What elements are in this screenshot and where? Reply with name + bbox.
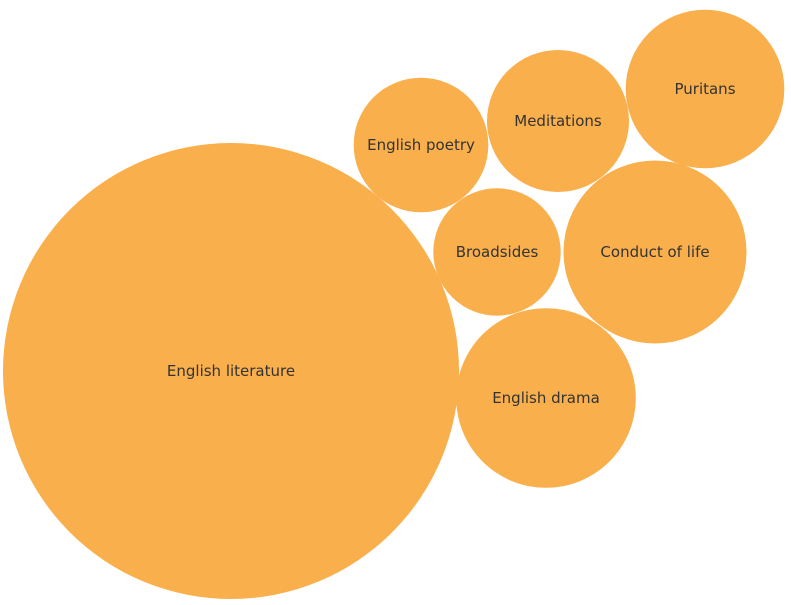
bubble-label-broadsides: Broadsides bbox=[456, 243, 539, 261]
bubble-label-puritans: Puritans bbox=[674, 80, 735, 98]
bubble-english-literature[interactable] bbox=[3, 143, 459, 599]
bubble-label-english-drama: English drama bbox=[492, 389, 600, 407]
bubble-english-drama[interactable] bbox=[456, 308, 636, 488]
bubble-english-poetry[interactable] bbox=[353, 77, 489, 213]
bubble-broadsides[interactable] bbox=[433, 188, 561, 316]
bubble-meditations[interactable] bbox=[487, 50, 629, 192]
bubbles-group: English literature English drama Conduct o… bbox=[3, 9, 785, 599]
bubble-conduct-of-life[interactable] bbox=[563, 160, 747, 344]
bubble-label-english-poetry: English poetry bbox=[367, 136, 475, 154]
bubble-label-conduct-of-life: Conduct of life bbox=[600, 243, 709, 261]
bubble-label-english-literature: English literature bbox=[167, 362, 295, 380]
bubble-puritans[interactable] bbox=[625, 9, 785, 169]
bubble-label-meditations: Meditations bbox=[514, 112, 602, 130]
